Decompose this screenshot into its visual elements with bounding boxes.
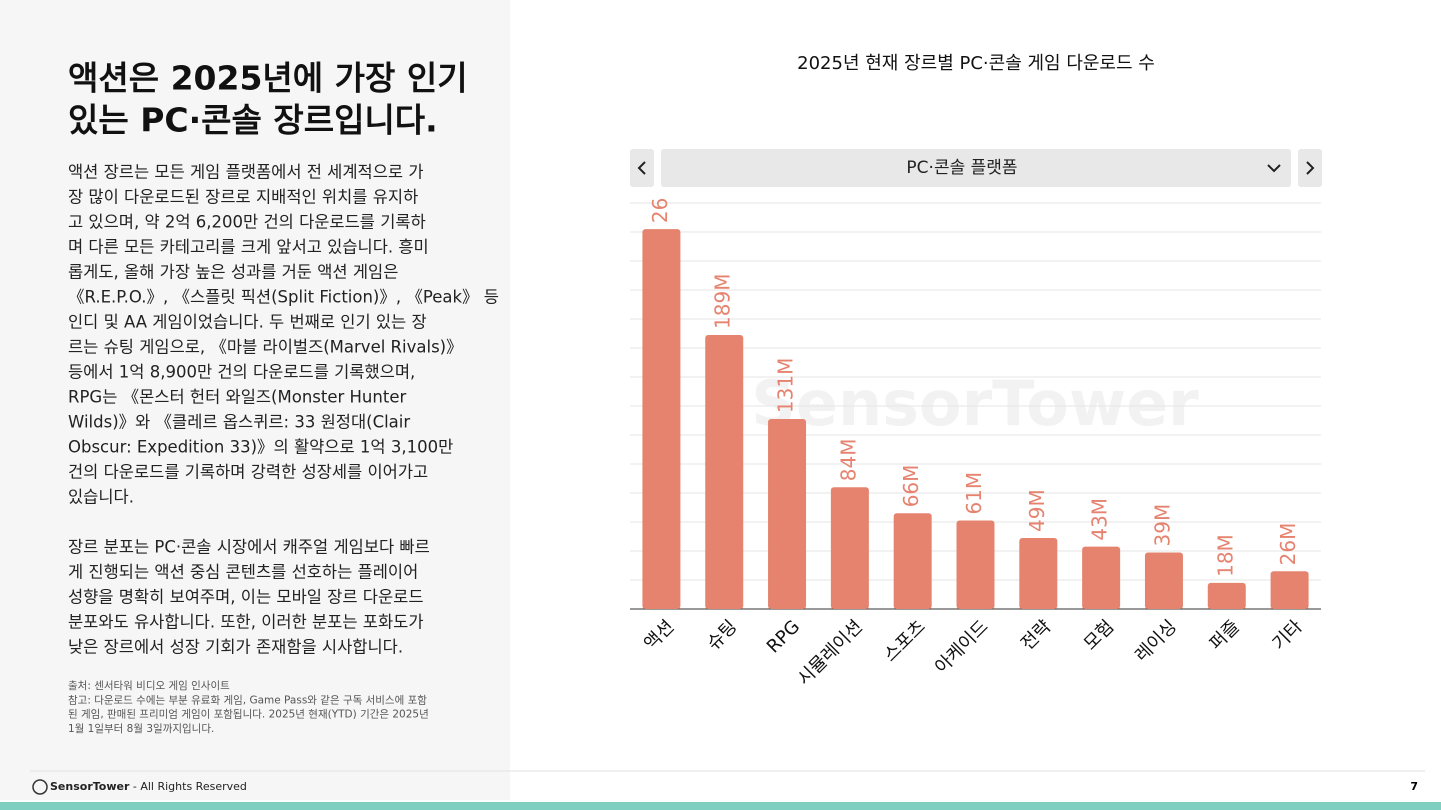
- dropdown[interactable]: [661, 149, 1291, 187]
- body-text: 있습니다.: [68, 488, 134, 507]
- bar: [830, 487, 869, 609]
- bar: [956, 520, 995, 609]
- bar: [1207, 582, 1246, 609]
- body-text: 며 다른 모든 카테고리를 크게 앞서고 있습니다. 흥미: [68, 238, 429, 257]
- body-text: 르는 슈팅 게임으로, 《마블 라이벌즈(Marvel Rivals)》: [68, 338, 463, 357]
- data-label: 26M: [1276, 523, 1300, 566]
- body-text: 《R.E.P.O.》, 《스플릿 픽션(Split Fiction)》, 《Pe…: [68, 288, 499, 307]
- data-label: 66M: [899, 465, 923, 508]
- prev-button[interactable]: [630, 149, 654, 187]
- next-icon: [1306, 161, 1315, 175]
- body-text: RPG는 《몬스터 헌터 와일즈(Monster Hunter: [68, 388, 406, 407]
- chart-area: 262M 189M 131M 84M 66M 61M 49M 43M 39M 18M 26M: [630, 168, 1321, 610]
- bar: [705, 334, 744, 609]
- body-text: 등에서 1억 8,900만 건의 다운로드를 기록했으며,: [68, 363, 415, 382]
- bar: [1270, 571, 1309, 609]
- chart-title: 2025년 현재 장르별 PC·콘솔 게임 다운로드 수: [797, 53, 1155, 74]
- page-number: 7: [1410, 780, 1418, 793]
- note: 출처: 센서타워 비디오 게임 인사이트: [68, 679, 230, 692]
- data-label: 39M: [1150, 504, 1174, 547]
- note: 참고: 다운로드 수에는 부분 유료화 게임, Game Pass와 같은 구독…: [68, 693, 427, 706]
- body-text: Obscur: Expedition 33)》의 활약으로 1억 3,100만: [68, 438, 453, 457]
- body-text: 건의 다운로드를 기록하며 강력한 성장세를 이어가고: [68, 463, 428, 482]
- body-text: Wilds)》와 《클레르 옵스퀴르: 33 원정대(Clair: [68, 413, 410, 432]
- body-text: 게 진행되는 액션 중심 콘텐츠를 선호하는 플레이어: [68, 563, 418, 582]
- heading: 있는 PC·콘솔 장르입니다.: [68, 101, 438, 140]
- bar: [1019, 537, 1058, 609]
- next-button[interactable]: [1298, 149, 1322, 187]
- data-label: 131M: [774, 358, 798, 413]
- data-label: 84M: [836, 438, 860, 481]
- body-text: 낮은 장르에서 성장 기회가 존재함을 시사합니다.: [68, 638, 403, 657]
- note: 된 게임, 판매된 프리미엄 게임이 포함됩니다. 2025년 현재(YTD) …: [68, 708, 429, 721]
- left-panel: [0, 0, 510, 800]
- bar: [642, 229, 681, 609]
- dropdown-label: PC·콘솔 플랫폼: [906, 158, 1017, 178]
- data-label: 49M: [1025, 489, 1049, 532]
- body-text: 액션 장르는 모든 게임 플랫폼에서 전 세계적으로 가: [68, 163, 424, 182]
- footer-text: SensorTower - All Rights Reserved: [50, 780, 247, 793]
- data-label: 189M: [711, 274, 735, 329]
- body-text: 장 많이 다운로드된 장르로 지배적인 위치를 유지하: [68, 188, 418, 207]
- bottom-band: [0, 802, 1441, 810]
- data-label: 43M: [1088, 498, 1112, 541]
- data-label: 262M: [648, 168, 672, 223]
- body-text: 분포와도 유사합니다. 또한, 이러한 분포는 포화도가: [68, 613, 424, 632]
- body-text: 롭게도, 올해 가장 높은 성과를 거둔 액션 게임은: [68, 263, 398, 282]
- bar: [893, 513, 932, 609]
- bar: [1082, 546, 1121, 609]
- heading: 액션은 2025년에 가장 인기: [68, 59, 468, 98]
- body-text: 인디 및 AA 게임이었습니다. 두 번째로 인기 있는 장: [68, 313, 427, 332]
- body-text: 성향을 명확히 보여주며, 이는 모바일 장르 다운로드: [68, 588, 424, 607]
- body-text: 고 있으며, 약 2억 6,200만 건의 다운로드를 기록하: [68, 213, 426, 232]
- bar: [1144, 552, 1183, 609]
- logo-icon: [32, 779, 48, 795]
- watermark: SensorTower: [751, 367, 1199, 440]
- bar: [768, 419, 807, 609]
- prev-icon: [637, 161, 646, 175]
- data-label: 18M: [1213, 534, 1237, 577]
- data-label: 61M: [962, 472, 986, 515]
- note: 1월 1일부터 8월 3일까지입니다.: [68, 722, 214, 735]
- dropdown-icon: [1267, 164, 1281, 173]
- body-text: 장르 분포는 PC·콘솔 시장에서 캐주얼 게임보다 빠르: [68, 538, 430, 557]
